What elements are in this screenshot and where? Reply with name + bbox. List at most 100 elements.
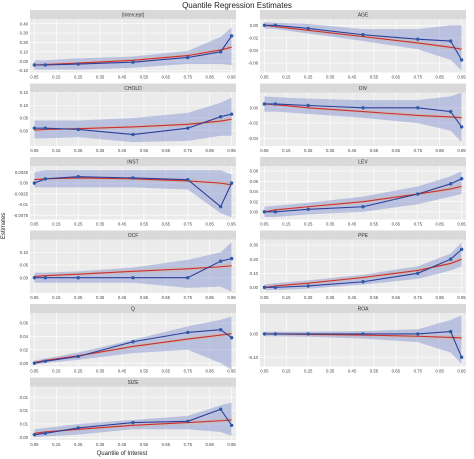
confidence-band bbox=[264, 242, 462, 291]
x-tick-label: 0.75 bbox=[184, 148, 193, 153]
x-tick-label: 0.35 bbox=[326, 295, 335, 300]
estimate-point bbox=[229, 423, 234, 427]
x-tick-label: 0.05 bbox=[30, 442, 39, 447]
y-tick-label: 0.02 bbox=[20, 347, 29, 352]
facet-strip-label: LEV bbox=[358, 160, 368, 166]
x-tick-label: 0.85 bbox=[206, 222, 215, 227]
x-tick-label: 0.65 bbox=[162, 442, 171, 447]
x-tick-label: 0.45 bbox=[118, 369, 127, 374]
x-tick-label: 0.65 bbox=[162, 295, 171, 300]
x-tick-label: 0.05 bbox=[30, 75, 39, 80]
estimate-point bbox=[262, 332, 267, 336]
estimate-point bbox=[416, 332, 420, 336]
x-tick-label: 0.15 bbox=[52, 369, 61, 374]
facet-strip bbox=[30, 304, 236, 313]
x-tick-label: 0.15 bbox=[52, 148, 61, 153]
estimate-point bbox=[273, 210, 278, 214]
facet-ppe: PPE 0.00 0.10 0.20 0.30 0.05 0.15 0.25 0.35 0.45 0… bbox=[250, 230, 466, 300]
x-tick-label: 0.95 bbox=[457, 295, 466, 300]
facet-strip bbox=[30, 83, 236, 93]
y-tick-label: 0.00 bbox=[250, 285, 259, 290]
facet-strip-label: INST bbox=[127, 160, 138, 166]
facet-size: SIZE 0.00 0.01 0.01 0.01 0.05 0.15 0.25 0.35 0.45… bbox=[20, 377, 236, 447]
facet-inst: INST -0.0075 -0.01 -0.0025 0.00 0.0025 0.05 0.1… bbox=[13, 157, 236, 227]
y-tick-label: 0.40 bbox=[20, 21, 29, 26]
y-tick-label: 0.10 bbox=[250, 271, 259, 276]
x-tick-label: 0.15 bbox=[282, 222, 291, 227]
x-tick-label: 0.45 bbox=[118, 442, 127, 447]
facet-strip bbox=[30, 377, 236, 387]
estimate-point bbox=[448, 329, 453, 334]
estimate-point bbox=[131, 340, 135, 344]
y-tick-label: 0.00 bbox=[250, 332, 259, 337]
estimate-point bbox=[229, 181, 234, 185]
x-tick-label: 0.65 bbox=[392, 295, 401, 300]
facet-age: AGE -0.06 -0.04 -0.02 0.00 0.05 0.15 0.25 0.35 0.… bbox=[248, 10, 466, 80]
y-tick-label: 0.20 bbox=[250, 257, 259, 262]
x-tick-label: 0.55 bbox=[370, 295, 379, 300]
x-tick-label: 0.95 bbox=[457, 75, 466, 80]
x-tick-label: 0.05 bbox=[30, 222, 39, 227]
facet-strip bbox=[30, 10, 236, 19]
x-tick-label: 0.75 bbox=[184, 295, 193, 300]
estimate-point bbox=[416, 192, 420, 196]
y-tick-label: 0.00 bbox=[20, 181, 29, 186]
facet-strip-label: AGE bbox=[358, 13, 369, 19]
x-tick-label: 0.15 bbox=[282, 295, 291, 300]
estimate-point bbox=[43, 126, 48, 130]
x-tick-label: 0.15 bbox=[282, 148, 291, 153]
panel-background bbox=[260, 92, 466, 146]
estimate-point bbox=[131, 176, 135, 180]
x-tick-label: 0.05 bbox=[260, 148, 269, 153]
estimate-point bbox=[229, 112, 234, 116]
y-tick-label: -0.02 bbox=[248, 121, 258, 126]
facet-strip bbox=[260, 304, 466, 313]
x-tick-label: 0.75 bbox=[414, 369, 423, 374]
estimate-point bbox=[32, 181, 37, 185]
estimate-point bbox=[448, 257, 453, 261]
estimate-point bbox=[416, 37, 420, 41]
x-tick-label: 0.65 bbox=[392, 222, 401, 227]
estimate-point bbox=[459, 58, 464, 62]
confidence-band bbox=[264, 92, 462, 143]
x-tick-label: 0.65 bbox=[392, 148, 401, 153]
y-tick-label: 0.00 bbox=[20, 361, 29, 366]
y-tick-label: 0.01 bbox=[20, 408, 29, 413]
estimate-point bbox=[76, 354, 80, 359]
x-tick-label: 0.05 bbox=[260, 222, 269, 227]
confidence-band bbox=[34, 97, 232, 143]
facet-strip-label: (Intercept) bbox=[122, 13, 145, 19]
estimate-point bbox=[76, 426, 80, 430]
y-tick-label: 0.20 bbox=[20, 40, 29, 45]
facet-strip-label: CHOLD bbox=[124, 86, 142, 92]
facet-strip bbox=[260, 83, 466, 93]
estimate-point bbox=[186, 419, 190, 423]
x-tick-label: 0.65 bbox=[392, 369, 401, 374]
estimate-point bbox=[262, 23, 267, 27]
facet-strip-label: Q bbox=[131, 307, 135, 313]
x-tick-label: 0.75 bbox=[184, 369, 193, 374]
x-tick-label: 0.05 bbox=[30, 369, 39, 374]
x-tick-label: 0.15 bbox=[52, 75, 61, 80]
y-tick-label: 0.15 bbox=[20, 90, 29, 95]
estimate-point bbox=[448, 109, 453, 114]
estimate-point bbox=[32, 432, 37, 437]
facet-strip-label: ROA bbox=[358, 307, 370, 313]
x-tick-label: 0.15 bbox=[52, 295, 61, 300]
estimate-point bbox=[416, 106, 420, 110]
y-tick-label: -0.01 bbox=[18, 202, 28, 207]
estimate-point bbox=[459, 247, 464, 252]
estimate-point bbox=[76, 127, 80, 132]
x-tick-label: 0.75 bbox=[414, 148, 423, 153]
x-tick-label: 0.05 bbox=[260, 369, 269, 374]
facet-strip-label: DIV bbox=[359, 86, 368, 92]
x-tick-label: 0.55 bbox=[140, 295, 149, 300]
x-tick-label: 0.05 bbox=[30, 295, 39, 300]
x-tick-label: 0.75 bbox=[184, 442, 193, 447]
x-tick-label: 0.05 bbox=[260, 75, 269, 80]
x-tick-label: 0.55 bbox=[370, 369, 379, 374]
estimate-point bbox=[273, 332, 278, 336]
x-tick-label: 0.65 bbox=[162, 148, 171, 153]
estimate-point bbox=[76, 276, 80, 280]
